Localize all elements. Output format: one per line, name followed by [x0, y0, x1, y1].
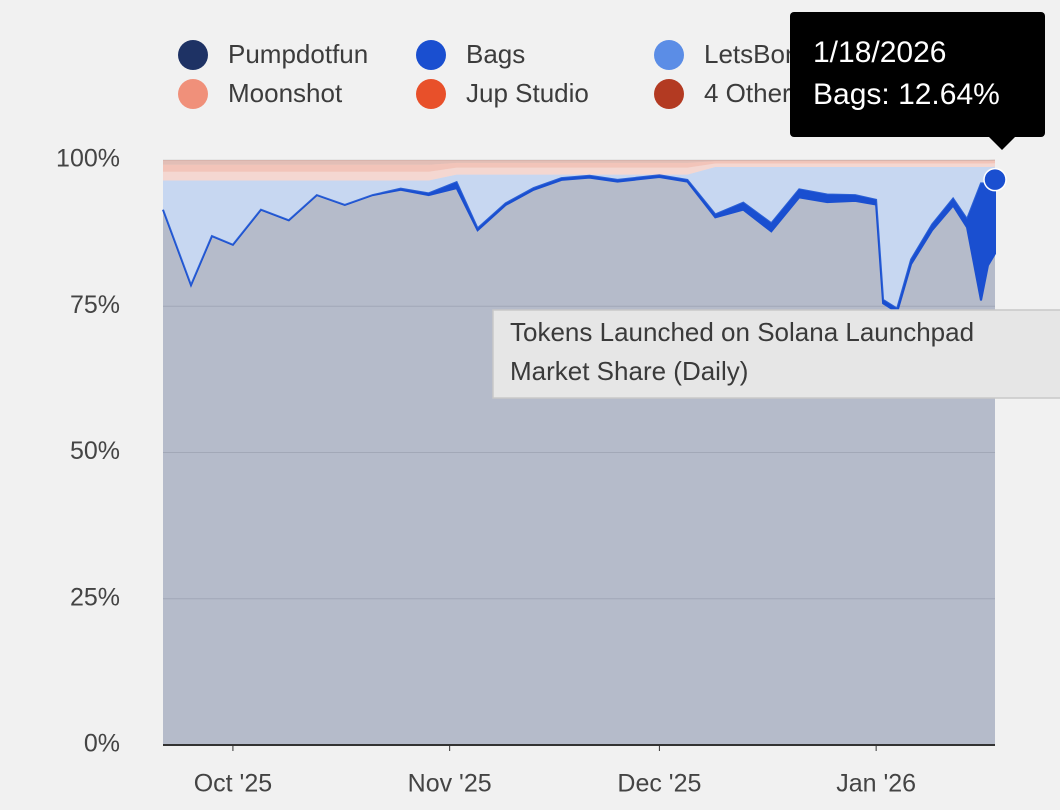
y-tick-label: 50% — [70, 437, 120, 465]
area — [163, 166, 995, 309]
area — [163, 159, 995, 165]
legend-marker — [654, 40, 684, 70]
area — [162, 174, 996, 314]
tooltip-pointer — [988, 136, 1016, 150]
x-tick-label: Nov '25 — [408, 770, 492, 798]
title-note-box — [492, 309, 1060, 399]
legend-marker — [654, 79, 684, 109]
tooltip-series: Bags — [813, 78, 881, 111]
y-tick-label: 0% — [84, 730, 120, 758]
legend-marker — [416, 79, 446, 109]
legend-label: Jup Studio — [466, 78, 589, 108]
tooltip-number: 12.64% — [898, 78, 1000, 111]
y-tick-label: 100% — [56, 145, 120, 173]
plot-area — [162, 159, 996, 751]
tooltip-value: Bags: 12.64% — [813, 78, 1000, 111]
overlay: 1/18/2026 Bags: 12.64% Tokens Launched on … — [492, 12, 1060, 399]
x-tick-label: Dec '25 — [617, 770, 701, 798]
legend-label: Pumpdotfun — [228, 39, 368, 69]
legend-label: 4 Others — [704, 78, 804, 108]
tooltip-box — [790, 12, 1045, 137]
x-tick-label: Oct '25 — [194, 770, 272, 798]
y-tick-label: 75% — [70, 291, 120, 319]
legend-label: Bags — [466, 39, 525, 69]
area — [163, 160, 995, 172]
y-tick-label: 25% — [70, 583, 120, 611]
legend-label: Moonshot — [228, 78, 343, 108]
hover-point — [983, 167, 1007, 192]
chart-title: Tokens Launched on Solana Launchpad Marke… — [510, 317, 974, 386]
legend-marker — [178, 79, 208, 109]
area — [163, 163, 995, 181]
area — [163, 177, 995, 745]
legend-marker — [178, 40, 208, 70]
tooltip-date: 1/18/2026 — [813, 36, 946, 69]
legend-marker — [416, 40, 446, 70]
x-tick-label: Jan '26 — [836, 770, 916, 798]
